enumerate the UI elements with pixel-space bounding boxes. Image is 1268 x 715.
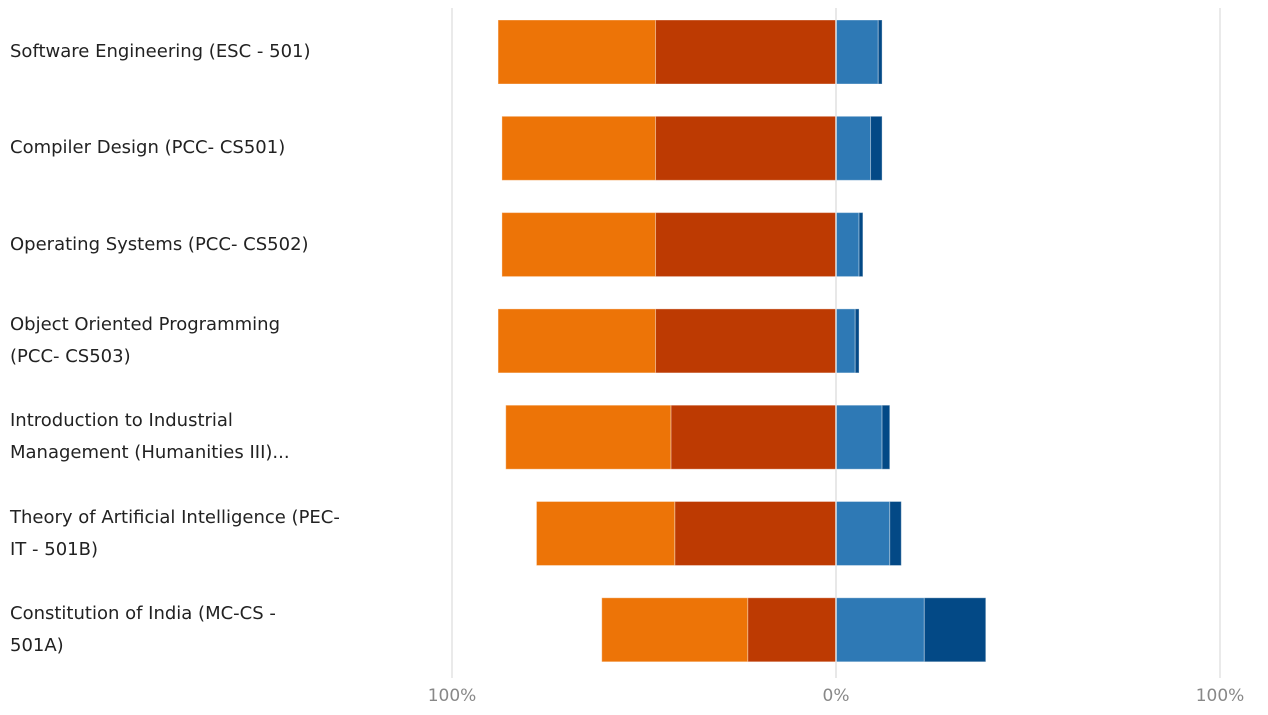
x-tick-label: 100%: [427, 686, 477, 706]
bar-segment-row6-seg0: [747, 597, 837, 663]
bar-segment-row2-seg1: [501, 212, 657, 278]
x-tick-label: 0%: [822, 686, 850, 706]
bar-segment-row3-seg3: [854, 308, 860, 374]
bar-segment-row5-seg0: [674, 501, 837, 566]
bar-segment-row2-seg0: [655, 212, 837, 278]
category-label: Introduction to Industrial Management (H…: [10, 410, 290, 464]
bar-segment-row0-seg3: [877, 19, 883, 85]
bar-segment-row5-seg2: [835, 501, 891, 566]
bar-segment-row5-seg1: [535, 501, 676, 566]
bar-segment-row1-seg0: [655, 115, 837, 181]
category-label: Compiler Design (PCC- CS501): [10, 137, 286, 159]
category-label: Operating Systems (PCC- CS502): [10, 233, 309, 255]
bar-segment-row6-seg1: [601, 597, 749, 663]
bar-segment-row6-seg2: [835, 597, 925, 663]
bar-segment-row4-seg0: [670, 404, 837, 470]
x-tick-label: 100%: [1195, 686, 1245, 706]
bar-segment-row2-seg2: [835, 212, 860, 278]
bar-segment-row4-seg3: [881, 404, 891, 470]
bar-segment-row3-seg2: [835, 308, 856, 374]
bar-segment-row2-seg3: [858, 212, 864, 278]
bar-segment-row6-seg3: [923, 597, 987, 663]
category-label: Theory of Artificial Intelligence (PEC- …: [10, 506, 340, 560]
category-label: Object Oriented Programming (PCC- CS503): [10, 313, 280, 367]
bar-segment-row1-seg3: [870, 115, 883, 181]
category-label: Constitution of India (MC-CS - 501A): [10, 602, 276, 656]
bar-segment-row5-seg3: [889, 501, 902, 566]
bar-segment-row3-seg1: [497, 308, 657, 374]
bar-segment-row1-seg1: [501, 115, 657, 181]
bar-segment-row4-seg1: [505, 404, 672, 470]
category-label: Software Engineering (ESC - 501): [10, 41, 311, 62]
bar-segment-row4-seg2: [835, 404, 883, 470]
bar-segment-row0-seg2: [835, 19, 879, 85]
bar-segment-row3-seg0: [655, 308, 837, 374]
bar-segment-row0-seg0: [655, 19, 837, 85]
bar-segment-row0-seg1: [497, 19, 657, 85]
bar-segment-row1-seg2: [835, 115, 872, 181]
